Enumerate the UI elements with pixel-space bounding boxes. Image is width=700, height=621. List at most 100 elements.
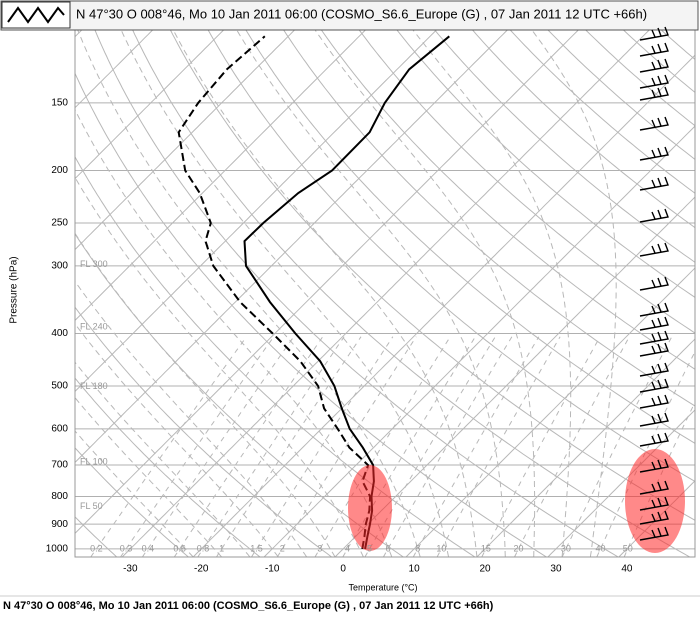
title-bar [0,0,699,31]
y-tick-label: 150 [51,98,68,109]
grid-line [192,54,695,557]
mixing-ratio-line [90,336,247,557]
wind-barb [639,302,669,317]
mixing-ratio-line [314,336,451,557]
wind-barb [639,480,669,495]
wind-barb [639,526,669,541]
dry-adiabat [75,306,332,557]
mixing-ratio-line [436,336,561,557]
y-tick-label: 250 [51,218,68,229]
wind-barb [639,276,669,291]
x-tick-label: -30 [123,564,138,575]
moist-adiabat [75,280,308,557]
flight-level-label: FL 240 [80,322,108,332]
isotherm [75,30,580,535]
dry-adiabat [283,30,695,407]
dry-adiabat [471,30,695,229]
x-tick-label: 40 [621,564,633,575]
mixing-ratio-line [197,336,345,557]
grid-line [121,30,650,557]
highlight [348,465,392,551]
dry-adiabat [75,447,189,557]
mixing-ratio-label: 20 [514,543,524,553]
plot-area [75,30,695,557]
isotherm [75,30,367,322]
moist-adiabat [172,30,478,557]
dry-adiabat [585,30,695,127]
status-title: N 47°30 O 008°46, Mo 10 Jan 2011 06:00 (… [3,600,494,612]
flight-level-label: FL 100 [80,456,108,466]
mixing-ratio-line [596,350,695,557]
mixing-ratio-label: 50 [623,543,633,553]
y-tick-label: 800 [51,491,68,502]
y-tick-label: 1000 [46,544,69,555]
wind-barb [639,176,669,191]
y-axis-label: Pressure (hPa) [9,256,20,323]
x-axis-label: Temperature (°C) [348,582,417,592]
moist-adiabat [75,108,393,557]
wind-barb [639,458,669,473]
moist-adiabat [77,30,421,557]
mixing-ratio-line [382,336,513,557]
mixing-ratio-label: 8 [415,543,420,553]
mixing-ratio-label: 0.2 [90,543,103,553]
moist-adiabat [120,30,450,557]
grid-line [405,267,695,557]
y-tick-label: 200 [51,165,68,176]
moist-adiabat [412,30,572,557]
isotherm [75,30,509,464]
mixing-ratio-label: 6 [385,543,390,553]
wind-barb [639,42,669,57]
x-tick-label: 0 [340,564,346,575]
y-tick-label: 600 [51,423,68,434]
mixing-ratio-line [173,336,324,557]
wind-barb [639,378,669,393]
dry-adiabat [245,30,695,444]
mixing-ratio-label: 0.6 [173,543,186,553]
wind-barb [639,146,669,161]
mixing-ratio-line [514,336,630,557]
dry-adiabat [547,30,695,161]
title-bar-text: N 47°30 O 008°46, Mo 10 Jan 2011 06:00 (… [76,6,647,21]
dry-adiabat [320,30,695,370]
highlight [625,449,685,553]
wind-barb [639,330,669,345]
mixing-ratio-label: 30 [561,543,571,553]
moist-adiabat [75,176,364,557]
icon-glyph [7,6,65,24]
wind-barb [639,394,669,409]
wind-barb [639,316,669,331]
y-tick-label: 400 [51,328,68,339]
mixing-ratio-label: 0.4 [142,543,155,553]
isotherm [75,30,296,251]
wind-barb [639,74,669,89]
wind-barb [639,208,669,223]
y-tick-label: 500 [51,381,68,392]
moist-adiabat [236,30,506,557]
wind-barb [639,58,669,73]
dry-adiabat [75,377,261,557]
x-tick-label: -10 [265,564,280,575]
dry-adiabat [396,30,695,299]
mixing-ratio-label: 0.3 [120,543,133,553]
dry-adiabat [434,30,695,263]
mixing-ratio-label: 15 [481,543,491,553]
wind-barb [639,496,669,511]
moist-adiabat [75,232,336,557]
mixing-ratio-label: 3 [317,543,322,553]
wind-barb [639,86,669,101]
dry-adiabat [94,30,619,557]
dry-adiabat [132,30,691,557]
mixing-ratio-label: 40 [595,543,605,553]
dry-adiabat [75,155,476,557]
mixing-ratio-label: 2 [280,543,285,553]
flight-level-label: FL 180 [80,381,108,391]
grid-line [476,338,695,557]
y-tick-label: 900 [51,519,68,530]
dry-adiabat [169,30,695,521]
wind-barb [639,412,669,427]
dry-adiabat [509,30,695,194]
x-tick-label: -20 [194,564,209,575]
